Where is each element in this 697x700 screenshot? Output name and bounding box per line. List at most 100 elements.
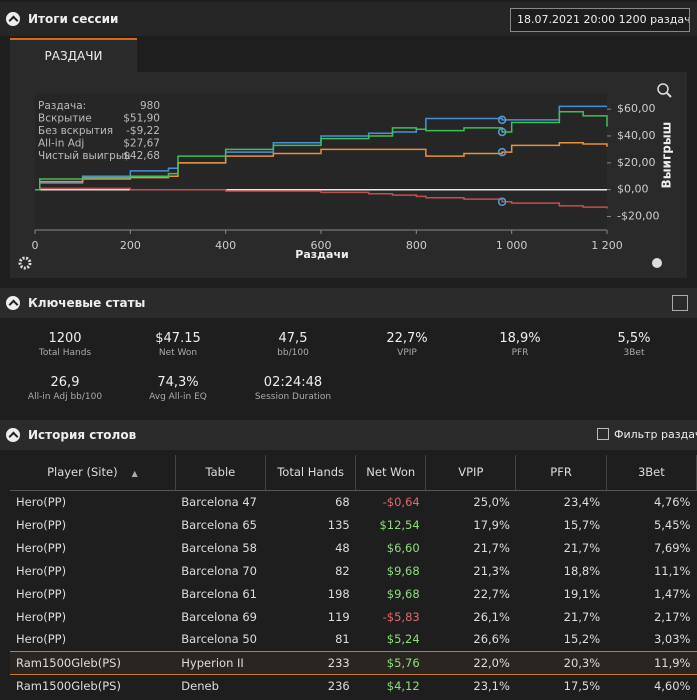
layout-toggle[interactable] xyxy=(672,295,688,311)
table-cell: Hero(PP) xyxy=(16,563,67,578)
stat-value: 26,9 xyxy=(50,375,80,390)
table-cell: 11,9% xyxy=(606,650,697,675)
table-cell: $9,68 xyxy=(386,563,420,578)
session-select-text: 18.07.2021 20:00 1200 раздач) xyxy=(517,13,690,26)
legend-label: Чистый выигрыш xyxy=(38,150,134,162)
stat: 5,5% 3Bet xyxy=(577,331,691,358)
table-cell: 18,8% xyxy=(563,563,601,578)
table-row[interactable]: Ram1500Gleb(PS) Hyperion II 233 $5,76 22,0% 2… xyxy=(10,650,697,675)
table-cell: 26,6% xyxy=(473,632,510,647)
table-row[interactable]: Hero(PP) Barcelona 69 119 -$5,83 26,1% 21,7% 2… xyxy=(10,605,697,628)
table-cell: $5,24 xyxy=(386,632,420,647)
table-cell: -$0,64 xyxy=(382,494,420,509)
filter-label: Фильтр раздач xyxy=(614,428,697,441)
table-row[interactable]: Hero(PP) Barcelona 47 68 -$0,64 25,0% 23,4% 4,… xyxy=(10,490,697,513)
table-cell: $6,60 xyxy=(386,540,420,555)
legend-value: $42,68 xyxy=(123,150,160,162)
session-select[interactable]: 18.07.2021 20:00 1200 раздач) xyxy=(510,8,690,32)
table-cell: 82 xyxy=(335,563,350,578)
column-title: 3Bet xyxy=(637,465,665,480)
column-header[interactable]: Net Won xyxy=(355,455,427,491)
table-cell: 23,1% xyxy=(473,678,510,693)
table-cell: 15,2% xyxy=(563,632,601,647)
x-tick-label: 0 xyxy=(32,239,39,252)
table-cell: Barcelona 58 xyxy=(181,540,257,555)
table-cell: 17,5% xyxy=(563,678,601,693)
stat: $47.15 Net Won xyxy=(121,331,235,358)
chart-panel: $60,00 $40,00 $20,00 $0,00 -$20,00 0 200 400 600… xyxy=(10,72,687,278)
table-cell: Hero(PP) xyxy=(16,632,67,647)
history-table-wrap: Player (Site) ▲ Table Total Hands Net Won VPI… xyxy=(10,455,697,700)
table-cell: Barcelona 50 xyxy=(181,632,257,647)
table-row[interactable]: Ram1500Gleb(PS) Deneb 236 $4,12 23,1% 17,5% 4,… xyxy=(10,674,697,697)
filter-checkbox[interactable] xyxy=(597,428,609,440)
table-cell: Hero(PP) xyxy=(16,517,67,532)
column-title: PFR xyxy=(550,465,572,480)
collapse-icon[interactable] xyxy=(6,296,20,310)
stat-label: Session Duration xyxy=(254,392,332,402)
tab[interactable]: РАЗДАЧИ xyxy=(10,38,137,72)
table-cell: 21,7% xyxy=(563,540,601,555)
table-cell: 22,0% xyxy=(425,650,516,675)
legend-mask xyxy=(130,125,142,137)
table-cell: 15,7% xyxy=(563,517,601,532)
stat-value: $47.15 xyxy=(155,331,201,346)
table-cell: 21,7% xyxy=(473,540,510,555)
stat-value: 22,7% xyxy=(386,331,428,346)
table-cell: Hero(PP) xyxy=(16,494,67,509)
table-cell: Hero(PP) xyxy=(16,609,67,624)
table-cell: $9,68 xyxy=(386,586,420,601)
table-cell: 236 xyxy=(327,678,350,693)
table-row[interactable]: Hero(PP) Barcelona 58 48 $6,60 21,7% 21,7% 7,6… xyxy=(10,536,697,559)
table-row[interactable]: Hero(PP) Barcelona 61 198 $9,68 22,7% 19,1% 1,… xyxy=(10,582,697,605)
stat: 1200 Total Hands xyxy=(8,331,122,358)
y-tick-label: -$20,00 xyxy=(617,210,659,223)
stat-label: VPIP xyxy=(397,348,417,358)
chart: $60,00 $40,00 $20,00 $0,00 -$20,00 0 200 400 600… xyxy=(18,83,674,270)
column-header[interactable]: Table xyxy=(175,455,267,491)
table-row[interactable]: Hero(PP) Barcelona 70 82 $9,68 21,3% 18,8% 11,… xyxy=(10,559,697,582)
cursor-point xyxy=(497,197,507,207)
table-cell: 119 xyxy=(327,609,350,624)
history-header: История столов Фильтр раздач xyxy=(0,420,697,450)
x-tick-label: 600 xyxy=(311,239,332,252)
collapse-icon[interactable] xyxy=(6,12,20,26)
y-tick-label: $20,00 xyxy=(617,156,656,169)
column-header[interactable]: Player (Site) ▲ xyxy=(10,455,176,491)
column-header[interactable]: 3Bet xyxy=(606,455,697,491)
stat-value: 1200 xyxy=(48,331,82,346)
table-cell: 19,1% xyxy=(563,586,601,601)
stat-label: Net Won xyxy=(158,348,198,358)
column-header[interactable]: PFR xyxy=(515,455,607,491)
stat-value: 47,5 xyxy=(278,331,308,346)
table-cell: Deneb xyxy=(181,678,219,693)
column-header[interactable]: Total Hands xyxy=(265,455,357,491)
session-header: Итоги сессии 18.07.2021 20:00 1200 разда… xyxy=(0,2,697,36)
y-tick-label: $40,00 xyxy=(617,129,656,142)
table-cell: 21,3% xyxy=(473,563,510,578)
table-cell: Ram1500Gleb(PS) xyxy=(16,678,121,693)
stat: 74,3% Avg All-in EQ xyxy=(121,375,235,402)
table-cell: 23,4% xyxy=(563,494,601,509)
y-axis-title: Выигрыш xyxy=(660,122,674,189)
legend-value: -$9,22 xyxy=(126,125,160,137)
x-tick-label: 1 200 xyxy=(591,239,623,252)
stat-value: 18,9% xyxy=(499,331,541,346)
stat-label: All-in Adj bb/100 xyxy=(27,392,103,402)
table-cell: 21,7% xyxy=(563,609,601,624)
legend-value: $27,67 xyxy=(123,138,160,150)
x-tick-label: 1 000 xyxy=(496,239,528,252)
table-cell: 135 xyxy=(327,517,350,532)
table-row[interactable]: Hero(PP) Barcelona 65 135 $12,54 17,9% 15,7% 5… xyxy=(10,513,697,536)
table-cell: $5,76 xyxy=(355,650,426,675)
table-cell: $12,54 xyxy=(379,517,420,532)
table-cell: 4,76% xyxy=(653,494,691,509)
cursor-point xyxy=(497,115,507,125)
column-header[interactable]: VPIP xyxy=(425,455,517,491)
collapse-icon[interactable] xyxy=(6,428,20,442)
table-row[interactable]: Hero(PP) Barcelona 50 81 $5,24 26,6% 15,2% 3,0… xyxy=(10,628,697,651)
legend-mask xyxy=(130,100,142,112)
stat: 26,9 All-in Adj bb/100 xyxy=(8,375,122,402)
table-cell: 20,3% xyxy=(515,650,607,675)
